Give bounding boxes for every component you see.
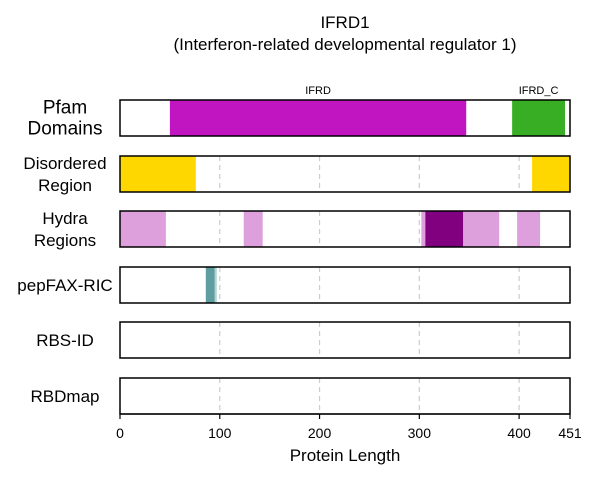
track-frame — [119, 321, 571, 359]
track-frame — [119, 99, 571, 137]
chart-title: IFRD1 — [320, 13, 369, 32]
track-label: Region — [38, 176, 92, 195]
segment-hydra-0 — [120, 211, 166, 247]
domain-label-1: IFRD_C — [519, 85, 559, 97]
x-tick-label: 400 — [507, 425, 531, 441]
track-label: Domains — [28, 119, 103, 140]
x-tick-label: 100 — [208, 425, 232, 441]
segment-hydra-4 — [463, 211, 500, 247]
segment-pepfax-0 — [205, 267, 215, 303]
track-label: RBS-ID — [36, 331, 94, 350]
segment-pepfax-1 — [214, 267, 217, 303]
x-tick-label: 451 — [558, 425, 582, 441]
x-tick-label: 0 — [116, 425, 124, 441]
segment-disordered-1 — [532, 156, 570, 192]
x-tick-label: 200 — [308, 425, 332, 441]
segment-hydra-5 — [517, 211, 541, 247]
track-label: Hydra — [42, 209, 88, 228]
segment-hydra-3 — [425, 211, 464, 247]
track-label: pepFAX-RIC — [17, 276, 112, 295]
x-axis: 0 100 200 300 400 451 — [116, 413, 582, 441]
segment-hydra-2 — [421, 211, 426, 247]
grid-lines — [219, 156, 520, 414]
track-label: Disordered — [23, 154, 106, 173]
chart-subtitle: (Interferon-related developmental regula… — [173, 35, 516, 54]
domain-label-0: IFRD — [305, 85, 331, 97]
segment-hydra-1 — [243, 211, 263, 247]
track-label: Regions — [34, 231, 96, 250]
track-pepfax: pepFAX-RIC — [17, 266, 571, 304]
track-frame — [119, 377, 571, 415]
track-rbsid: RBS-ID — [36, 321, 571, 359]
segment-pfam-1 — [512, 100, 566, 136]
track-frame — [119, 266, 571, 304]
segment-disordered-0 — [120, 156, 196, 192]
x-axis-title: Protein Length — [290, 446, 401, 465]
x-tick-label: 300 — [408, 425, 432, 441]
track-frame — [119, 155, 571, 193]
track-label: Pfam — [43, 98, 87, 119]
track-frame — [119, 210, 571, 248]
track-rbdmap: RBDmap — [31, 377, 571, 415]
segment-pfam-0 — [169, 100, 467, 136]
track-hydra: Hydra Regions — [34, 209, 571, 250]
track-disordered: Disordered Region — [23, 154, 571, 195]
track-label: RBDmap — [31, 387, 100, 406]
